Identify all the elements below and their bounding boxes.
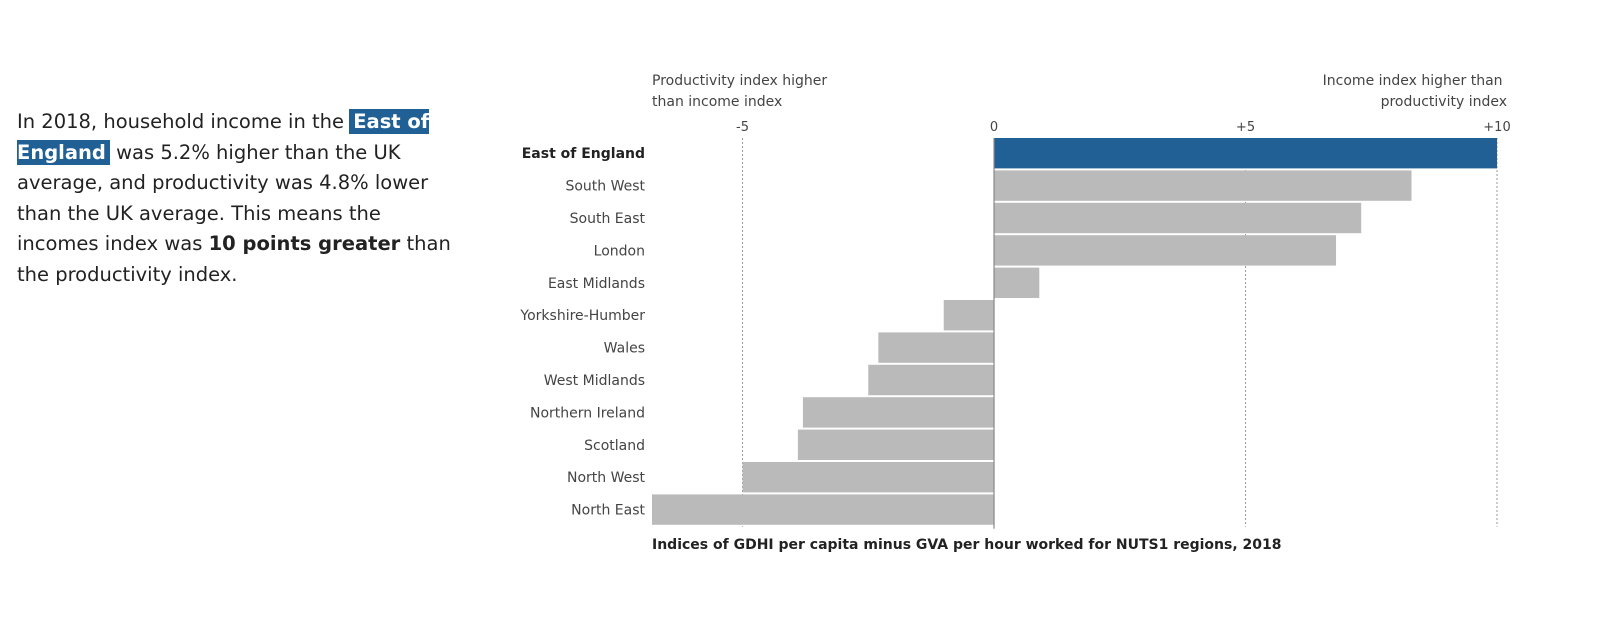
- bar: [868, 364, 995, 396]
- category-label: South East: [570, 211, 646, 227]
- annotation-right: Income index higher than productivity in…: [1323, 73, 1507, 110]
- category-label: East Midlands: [548, 276, 645, 292]
- narrative-part-3: than the productivity index.: [17, 232, 451, 286]
- annotation-left-line-1: Productivity index higher: [652, 73, 827, 89]
- tick-labels: -5 0 +5 +10: [736, 120, 1511, 135]
- annotation-left-line-2: than income index: [652, 94, 782, 110]
- bar: [652, 494, 995, 525]
- narrative-emphasis: 10 points greater: [208, 232, 401, 255]
- bar: [994, 267, 1040, 298]
- category-label: South West: [565, 179, 645, 195]
- category-label: East of England: [522, 146, 645, 162]
- category-label: Northern Ireland: [530, 405, 645, 421]
- bar: [994, 235, 1337, 266]
- bar: [994, 170, 1412, 201]
- category-label: Wales: [604, 341, 645, 357]
- tick-label: +10: [1483, 120, 1510, 135]
- category-label: London: [594, 243, 645, 259]
- category-label: Yorkshire-Humber: [519, 308, 645, 324]
- bar: [994, 138, 1497, 169]
- narrative-part-2: was 5.2% higher than the UK average, and…: [17, 140, 429, 256]
- bar: [878, 332, 995, 363]
- narrative-part-1: In 2018, household income in the: [17, 110, 345, 133]
- bar: [994, 202, 1362, 234]
- category-label: Scotland: [584, 438, 645, 454]
- category-label: North East: [571, 503, 645, 519]
- tick-label: +5: [1236, 120, 1255, 135]
- annotation-right-line-1: Income index higher than: [1323, 73, 1503, 89]
- x-axis-title: Indices of GDHI per capita minus GVA per…: [652, 537, 1282, 553]
- tick-label: 0: [990, 120, 998, 135]
- bars: [652, 138, 1497, 525]
- category-label: North West: [567, 470, 646, 486]
- annotation-left: Productivity index higher than income in…: [652, 73, 832, 110]
- narrative-text: In 2018, household income in the East of…: [17, 107, 457, 290]
- bar: [797, 429, 995, 460]
- tick-label: -5: [736, 120, 749, 135]
- bar: [802, 397, 995, 428]
- bar: [943, 300, 995, 331]
- category-labels: East of England South West South East Londo…: [519, 146, 645, 518]
- bar: [742, 462, 995, 493]
- category-label: West Midlands: [544, 373, 645, 389]
- annotation-right-line-2: productivity index: [1381, 94, 1507, 110]
